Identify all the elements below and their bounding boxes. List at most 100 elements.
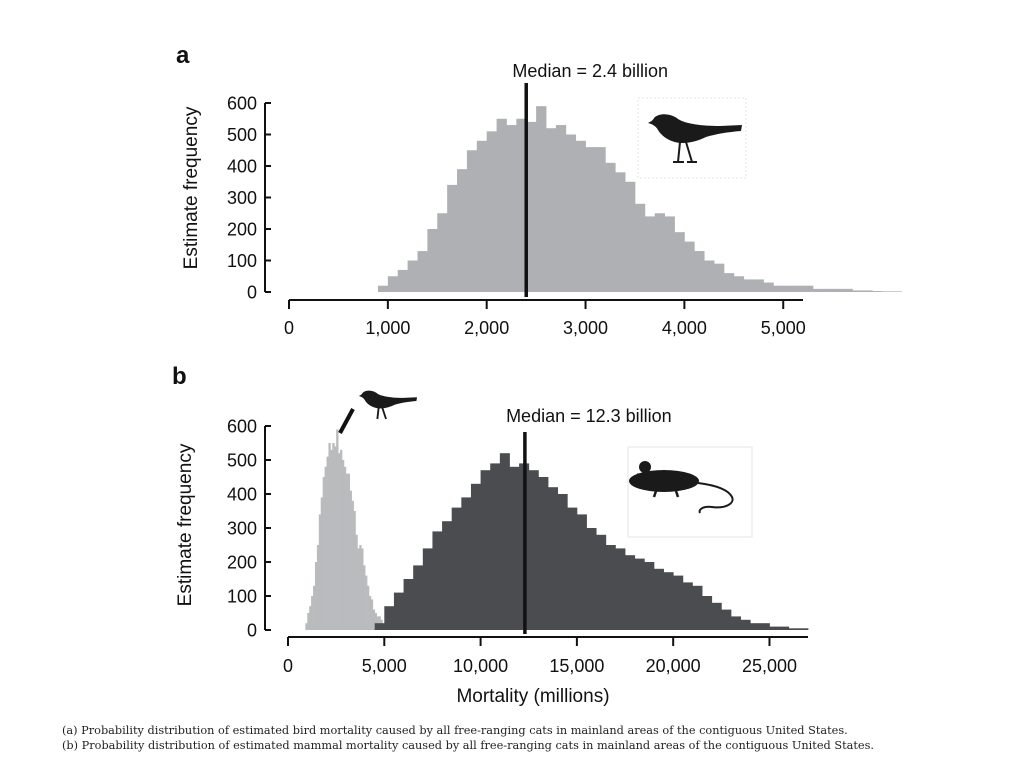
bird-bar: [326, 456, 329, 630]
bird-bar: [496, 118, 507, 292]
bird-bar: [704, 260, 715, 292]
mammal-bar: [625, 555, 636, 630]
panel-b-y-axis: 0 100 200 300 400 500 600: [227, 417, 271, 641]
bird-bar: [336, 429, 339, 630]
x-tick-label: 0: [283, 656, 293, 676]
bird-bar: [546, 128, 557, 292]
y-tick-label: 200: [227, 553, 257, 573]
panel-b: b Estimate frequency 0 100 200 300 400 500 600…: [172, 363, 809, 707]
bird-bar: [605, 162, 616, 292]
bird-bar: [305, 623, 308, 630]
mammal-bar: [673, 575, 684, 630]
bird-bar: [370, 599, 374, 630]
mammal-bar: [615, 548, 626, 630]
panel-b-x-axis: 0 5,000 10,000 15,000 20,000 25,000: [283, 636, 808, 676]
bird-bar: [526, 121, 537, 293]
figure-caption: (a) Probability distribution of estimate…: [62, 723, 1024, 753]
bird-bar: [733, 276, 745, 292]
mammal-bar: [461, 497, 472, 630]
bird-bar: [377, 285, 389, 292]
bird-bar: [309, 606, 312, 630]
panel-a-median-label: Median = 2.4 billion: [512, 61, 668, 81]
x-tick-label: 5,000: [362, 656, 407, 676]
bird-bar: [783, 285, 794, 292]
bird-bar: [862, 290, 873, 292]
y-tick-label: 100: [227, 251, 257, 271]
mammal-bar: [779, 626, 790, 630]
bird-bar: [311, 596, 314, 630]
bird-bar: [723, 273, 735, 292]
bird-bar: [536, 106, 547, 293]
bird-bar: [427, 229, 438, 292]
bird-bar: [852, 290, 863, 292]
mammal-bar: [567, 507, 578, 630]
bird-bar: [476, 140, 488, 292]
bird-bar: [374, 613, 377, 630]
mammal-bar: [798, 628, 809, 630]
bird-bar: [351, 500, 354, 630]
mammal-bar: [413, 565, 424, 630]
mammal-bar: [702, 596, 713, 630]
bird-bar: [340, 449, 343, 630]
mammal-bar: [538, 477, 549, 630]
y-tick-label: 400: [227, 485, 257, 505]
x-tick-label: 2,000: [464, 318, 509, 338]
bird-bar: [565, 134, 577, 292]
mammal-bar: [490, 463, 501, 630]
bird-bar: [694, 251, 705, 292]
mammal-bar: [480, 470, 491, 630]
bird-bar: [516, 118, 527, 292]
mammal-bar: [788, 628, 799, 630]
bird-bar: [447, 184, 458, 292]
bird-bar: [397, 269, 409, 292]
bird-bar: [407, 260, 418, 292]
y-tick-label: 200: [227, 220, 257, 240]
panel-a-ylabel: Estimate frequency: [181, 106, 202, 269]
panel-a-label: a: [176, 42, 190, 69]
bird-bar: [307, 613, 310, 630]
y-tick-label: 0: [247, 283, 257, 303]
bird-bar: [575, 140, 586, 292]
mammal-bar: [470, 483, 481, 630]
bird-bar: [595, 147, 606, 292]
mammal-bar: [374, 623, 385, 630]
mammal-bar: [451, 507, 462, 630]
bird-bar: [822, 288, 834, 292]
bird-bar: [363, 565, 366, 630]
bird-bar: [793, 285, 804, 292]
bird-bar: [644, 216, 656, 292]
mammal-bar: [528, 470, 539, 630]
bird-bar: [585, 147, 596, 292]
bird-bar: [387, 276, 399, 292]
x-tick-label: 10,000: [453, 656, 508, 676]
mammal-bar: [711, 602, 722, 630]
bird-bar: [345, 473, 349, 630]
bird-bar: [506, 125, 517, 292]
panel-a-y-axis: 0 100 200 300 400 500 600: [227, 94, 271, 303]
bird-bar: [313, 585, 316, 630]
bird-bar: [349, 490, 352, 630]
bird-bar: [714, 263, 725, 292]
mammal-bar: [596, 534, 607, 630]
bird-bar: [615, 172, 626, 292]
y-tick-label: 300: [227, 519, 257, 539]
x-tick-label: 15,000: [549, 656, 604, 676]
y-tick-label: 100: [227, 587, 257, 607]
mammal-bar: [403, 579, 414, 630]
mammal-bar: [499, 453, 510, 630]
bird-bar: [359, 545, 362, 630]
panel-b-label: b: [172, 363, 187, 390]
bird-bar: [674, 232, 685, 292]
x-tick-label: 4,000: [662, 318, 707, 338]
bird-bar: [753, 279, 764, 292]
mammal-bar: [557, 494, 568, 630]
bird-bar: [634, 203, 646, 292]
x-tick-label: 25,000: [742, 656, 797, 676]
bird-bar: [332, 443, 335, 630]
bird-bar: [338, 453, 341, 630]
panel-a-x-axis: 0 1,000 2,000 3,000 4,000 5,000: [284, 299, 806, 338]
mammal-bar: [721, 609, 732, 630]
bird-bar: [366, 585, 370, 630]
bird-silhouette-icon: [637, 97, 747, 179]
y-tick-label: 300: [227, 188, 257, 208]
